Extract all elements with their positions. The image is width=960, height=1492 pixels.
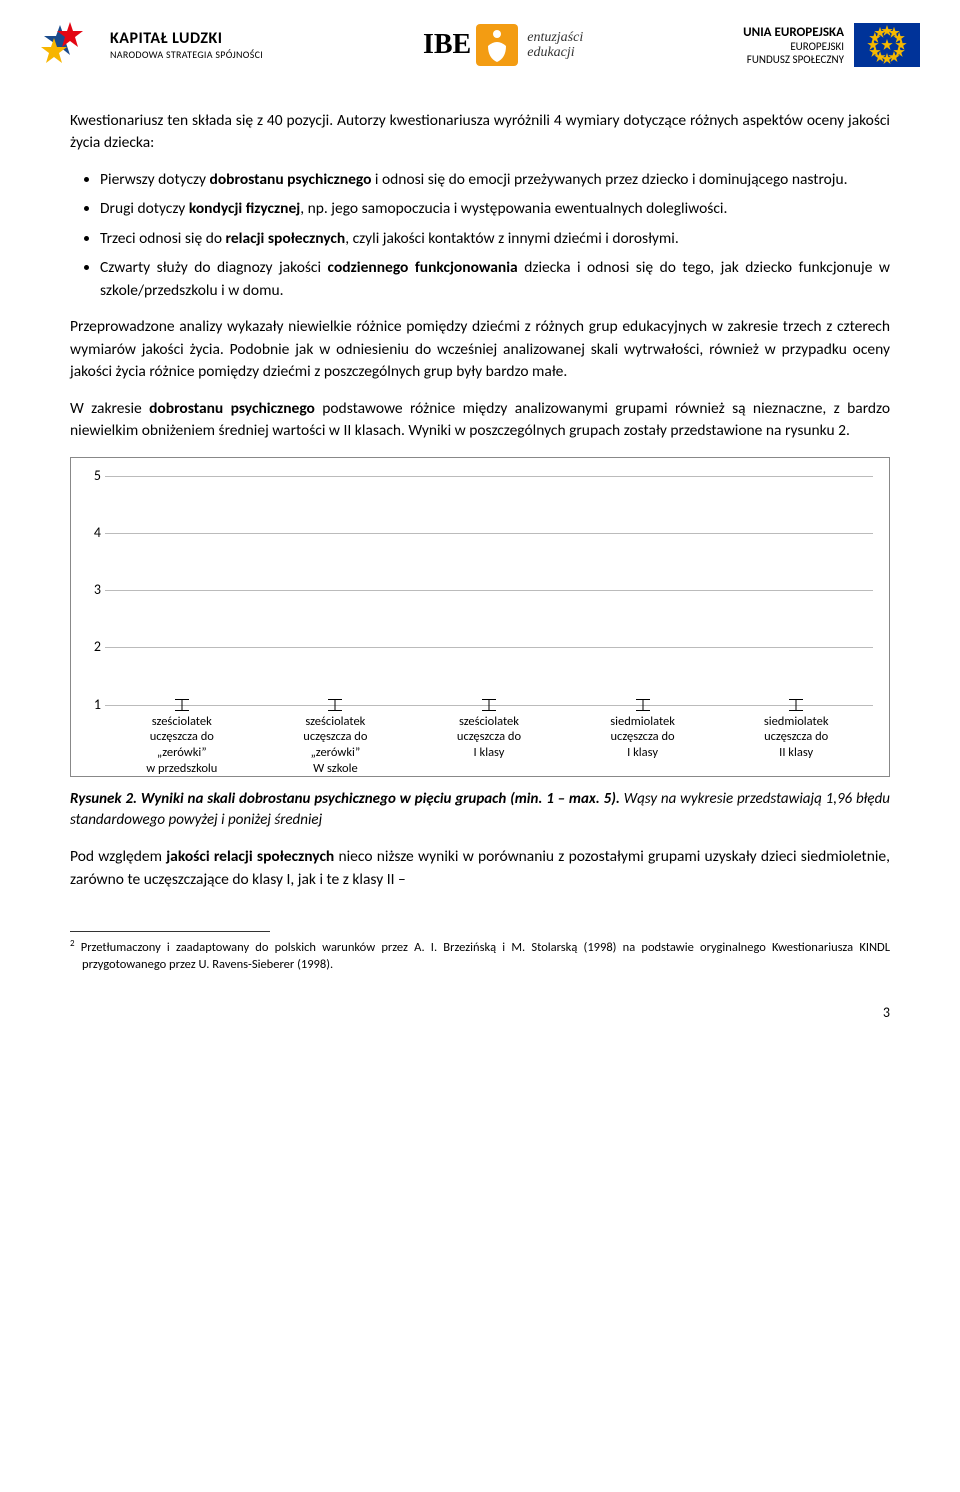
dobrostan-chart: 1 2 3 4 5 sześciolatekuczęszcza do„zerówki”w… bbox=[70, 457, 890, 777]
kl-star-icon bbox=[40, 20, 100, 70]
ibe-icon bbox=[476, 24, 518, 66]
ibe-tag2: edukacji bbox=[527, 45, 583, 60]
page-number: 3 bbox=[0, 998, 960, 1041]
error-whisker bbox=[482, 699, 496, 711]
eu-flag-icon bbox=[854, 23, 920, 67]
kapital-ludzki-logo: KAPITAŁ LUDZKI NARODOWA STRATEGIA SPÓJNO… bbox=[40, 20, 263, 70]
footnote: 2 Przetłumaczony i zaadaptowany do polsk… bbox=[70, 938, 890, 974]
eu-sub2: FUNDUSZ SPOŁECZNY bbox=[743, 53, 844, 66]
y-tick: 2 bbox=[81, 637, 101, 657]
chart-caption: Rysunek 2. Wyniki na skali dobrostanu ps… bbox=[70, 789, 890, 833]
kl-title: KAPITAŁ LUDZKI bbox=[110, 29, 263, 48]
y-tick: 4 bbox=[81, 523, 101, 543]
ibe-tag1: entuzjaści bbox=[527, 30, 583, 45]
paragraph-1: Kwestionariusz ten składa się z 40 pozyc… bbox=[70, 110, 890, 155]
x-label: siedmiolatekuczęszcza doII klasy bbox=[742, 714, 850, 777]
error-whisker bbox=[636, 699, 650, 711]
y-tick: 5 bbox=[81, 465, 101, 485]
error-whisker bbox=[175, 699, 189, 711]
error-whisker bbox=[328, 699, 342, 711]
paragraph-3: W zakresie dobrostanu psychicznego podst… bbox=[70, 398, 890, 443]
eu-sub1: EUROPEJSKI bbox=[743, 40, 844, 53]
y-tick: 3 bbox=[81, 580, 101, 600]
ibe-logo: IBE entuzjaści edukacji bbox=[423, 24, 583, 66]
list-item: Drugi dotyczy kondycji fizycznej, np. je… bbox=[100, 198, 890, 220]
paragraph-4: Pod względem jakości relacji społecznych… bbox=[70, 846, 890, 891]
document-body: Kwestionariusz ten składa się z 40 pozyc… bbox=[0, 80, 960, 998]
eu-title: UNIA EUROPEJSKA bbox=[743, 25, 844, 40]
error-whisker bbox=[789, 699, 803, 711]
list-item: Czwarty służy do diagnozy jakości codzie… bbox=[100, 257, 890, 302]
x-label: siedmiolatekuczęszcza doI klasy bbox=[589, 714, 697, 777]
eu-logo: UNIA EUROPEJSKA EUROPEJSKI FUNDUSZ SPOŁE… bbox=[743, 23, 920, 67]
ibe-text: IBE bbox=[423, 29, 471, 61]
list-item: Trzeci odnosi się do relacji społecznych… bbox=[100, 228, 890, 250]
y-tick: 1 bbox=[81, 694, 101, 714]
kl-subtitle: NARODOWA STRATEGIA SPÓJNOŚCI bbox=[110, 48, 263, 61]
header-logos: KAPITAŁ LUDZKI NARODOWA STRATEGIA SPÓJNO… bbox=[0, 0, 960, 80]
list-item: Pierwszy dotyczy dobrostanu psychicznego… bbox=[100, 169, 890, 191]
x-label: sześciolatekuczęszcza do„zerówki”W szkol… bbox=[282, 714, 390, 777]
paragraph-2: Przeprowadzone analizy wykazały niewielk… bbox=[70, 316, 890, 383]
wymiary-list: Pierwszy dotyczy dobrostanu psychicznego… bbox=[100, 169, 890, 302]
footnote-separator bbox=[70, 931, 270, 932]
x-label: sześciolatekuczęszcza doI klasy bbox=[435, 714, 543, 777]
x-label: sześciolatekuczęszcza do„zerówki”w przed… bbox=[128, 714, 236, 777]
